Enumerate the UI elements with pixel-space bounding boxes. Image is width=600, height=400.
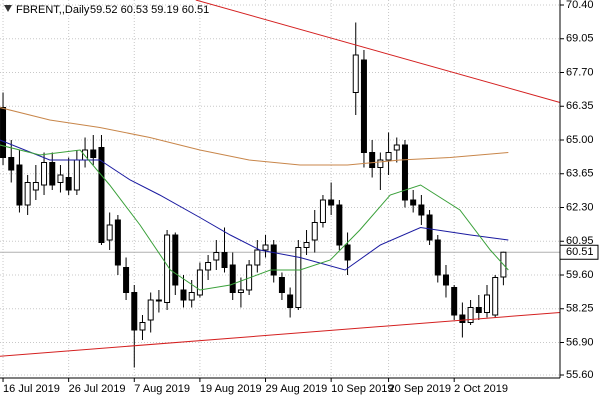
candle-body: [164, 234, 171, 303]
candle-body: [213, 252, 220, 261]
candle-body: [172, 234, 179, 286]
candle-body: [319, 199, 326, 223]
candle-body: [155, 299, 162, 302]
y-tick-label: 67.70: [566, 66, 594, 78]
y-tick-label: 62.30: [566, 201, 594, 213]
candle-body: [442, 274, 449, 286]
candle-body: [434, 239, 441, 276]
candle-body: [32, 182, 39, 191]
candle-body: [106, 224, 113, 241]
x-tick-label: 20 Sep 2019: [389, 383, 451, 395]
candle-body: [311, 222, 318, 241]
chart-title: FBRENT,,Daily: [16, 4, 90, 16]
overlay-line: [0, 139, 509, 271]
candle-body: [360, 59, 367, 153]
candle-body: [418, 204, 425, 216]
candle-body: [475, 307, 482, 313]
candle-body: [410, 199, 417, 206]
candle-body: [90, 149, 97, 158]
candle-body: [287, 294, 294, 308]
candle-body: [0, 107, 7, 158]
candle-body: [147, 299, 154, 321]
candle-body: [139, 322, 146, 331]
candle-body: [254, 249, 261, 266]
candle-body: [401, 144, 408, 201]
candle-body: [221, 252, 228, 268]
candle-body: [393, 144, 400, 151]
y-tick-label: 63.65: [566, 168, 594, 180]
candle-body: [467, 307, 474, 323]
x-tick-label: 26 Jul 2019: [69, 383, 126, 395]
candle-body: [131, 292, 138, 331]
y-tick-label: 56.90: [566, 336, 594, 348]
candle-body: [385, 152, 392, 161]
candle-body: [8, 157, 15, 171]
candle-body: [114, 219, 121, 266]
candle-body: [483, 294, 490, 313]
candle-body: [451, 287, 458, 316]
candle-body: [180, 289, 187, 301]
current-price-box: [559, 244, 599, 260]
symbol-icon: [4, 5, 12, 12]
candle-body: [65, 177, 72, 191]
candle-body: [262, 244, 269, 251]
plot: [0, 0, 561, 368]
x-tick-label: 19 Aug 2019: [200, 383, 262, 395]
overlay-line: [0, 144, 509, 291]
candle-body: [41, 162, 48, 186]
ohlc-label: 59.52 60.53 59.19 60.51: [90, 4, 209, 16]
y-tick-label: 58.25: [566, 303, 594, 315]
x-tick-label: 2 Oct 2019: [454, 383, 508, 395]
candle-body: [344, 244, 351, 261]
y-tick-label: 70.40: [566, 0, 594, 11]
candle-body: [16, 164, 23, 206]
overlay-line: [0, 107, 509, 166]
y-tick-label: 60.95: [566, 235, 594, 247]
candle-body: [98, 147, 105, 243]
y-tick-label: 66.35: [566, 100, 594, 112]
candle-body: [205, 262, 212, 271]
x-tick-label: 7 Aug 2019: [134, 383, 190, 395]
candle-body: [336, 204, 343, 246]
candle-body: [57, 174, 64, 183]
candle-body: [188, 292, 195, 301]
y-tick-label: 55.60: [566, 369, 594, 381]
candle-body: [492, 277, 499, 316]
candle-body: [369, 152, 376, 168]
candle-body: [270, 244, 277, 276]
candle-body: [24, 182, 31, 206]
overlay-line: [195, 0, 561, 103]
candle-body: [328, 199, 335, 206]
y-tick-label: 65.00: [566, 134, 594, 146]
candle-body: [73, 159, 80, 191]
y-tick-label: 69.05: [566, 33, 594, 45]
candle-body: [426, 214, 433, 241]
candle-body: [49, 162, 56, 186]
candle-body: [196, 269, 203, 296]
candle-body: [295, 247, 302, 308]
candle-body: [352, 54, 359, 93]
candle-body: [229, 264, 236, 293]
current-price-label: 60.51: [566, 246, 594, 258]
candle-body: [377, 159, 384, 168]
candle-body: [303, 242, 310, 248]
x-tick-label: 10 Sep 2019: [331, 383, 393, 395]
candle-body: [123, 267, 130, 293]
y-tick-label: 59.60: [566, 269, 594, 281]
x-tick-label: 16 Jul 2019: [3, 383, 60, 395]
candle-body: [237, 289, 244, 293]
candle-body: [459, 314, 466, 323]
x-tick-label: 29 Aug 2019: [266, 383, 328, 395]
candle-body: [278, 277, 285, 293]
overlay-line: [0, 312, 561, 357]
